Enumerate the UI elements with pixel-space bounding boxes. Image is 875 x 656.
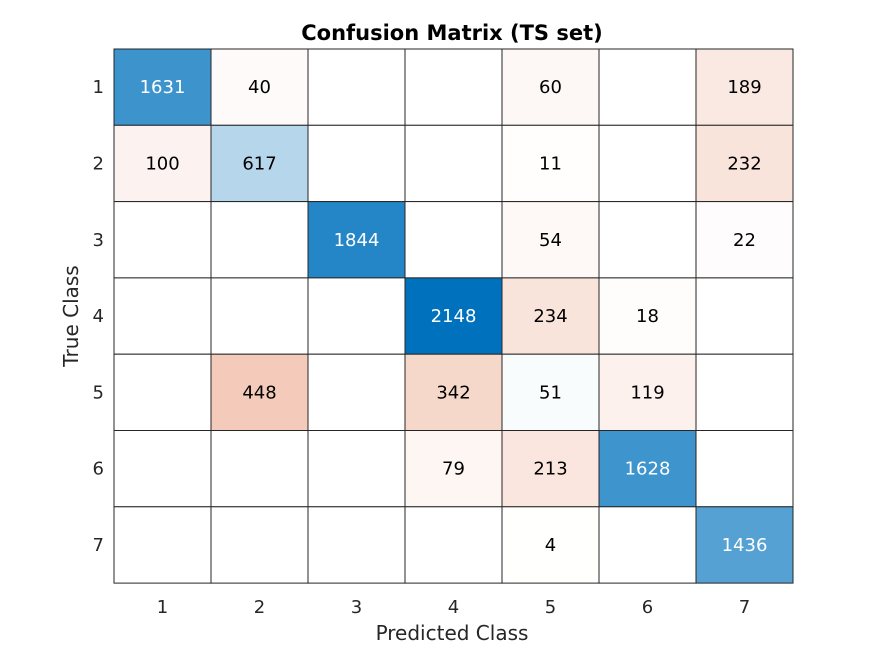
matrix-cell: [307, 48, 406, 126]
matrix-cell: [113, 353, 212, 432]
matrix-cell: [598, 506, 697, 584]
matrix-cell: [113, 277, 212, 355]
matrix-cell: [695, 277, 794, 355]
cell-value: 1844: [334, 230, 380, 251]
cell-value: 2148: [431, 306, 477, 327]
matrix-cell: [695, 353, 794, 432]
cell-value: 448: [242, 382, 276, 403]
cell-value: 1628: [625, 459, 671, 480]
cell-value: 40: [248, 77, 271, 98]
matrix-cell: [501, 277, 600, 355]
cell-value: 1631: [140, 77, 186, 98]
matrix-cell: [404, 430, 503, 508]
matrix-cell: [695, 430, 794, 508]
chart-title: Confusion Matrix (TS set): [301, 21, 603, 45]
cell-value: 11: [539, 153, 562, 174]
matrix-cell: [695, 506, 794, 584]
matrix-cell: [404, 277, 503, 355]
matrix-cell: [113, 48, 212, 126]
matrix-cell: [307, 124, 406, 203]
matrix-cell: [695, 201, 794, 279]
matrix-cell: [501, 201, 600, 279]
y-tick-label: 6: [93, 459, 104, 480]
matrix-cell: [501, 48, 600, 126]
matrix-cell: [210, 430, 309, 508]
cell-value: 51: [539, 382, 562, 403]
matrix-cell: [113, 124, 212, 203]
matrix-cell: [113, 506, 212, 584]
y-tick-labels: 1 2 3 4 5 6 7: [93, 77, 104, 556]
y-axis-label: True Class: [59, 265, 83, 367]
matrix-cell: [210, 506, 309, 584]
matrix-cell: [598, 277, 697, 355]
cell-value: 232: [727, 153, 761, 174]
matrix-cell: [210, 48, 309, 126]
y-tick-label: 2: [93, 153, 104, 174]
matrix-cell: [210, 201, 309, 279]
y-tick-label: 7: [93, 535, 104, 556]
matrix-cell: [113, 430, 212, 508]
x-tick-label: 3: [351, 597, 362, 618]
matrix-cell: [695, 124, 794, 203]
matrix-cell: [404, 506, 503, 584]
matrix-cell: [307, 430, 406, 508]
cell-value: 79: [442, 459, 465, 480]
cell-value: 617: [242, 153, 276, 174]
matrix-cell: [113, 201, 212, 279]
cell-value: 22: [733, 230, 756, 251]
matrix-cell: [501, 353, 600, 432]
x-tick-labels: 1 2 3 4 5 6 7: [157, 597, 750, 618]
y-tick-label: 5: [93, 382, 104, 403]
matrix-cell: [404, 201, 503, 279]
matrix-cell: [598, 48, 697, 126]
cell-value: 342: [436, 382, 470, 403]
matrix-cell: [598, 430, 697, 508]
matrix-cell: [307, 353, 406, 432]
matrix-cell: [210, 124, 309, 203]
x-tick-label: 2: [254, 597, 265, 618]
cell-value: 100: [145, 153, 179, 174]
matrix-cell: [501, 430, 600, 508]
cell-value: 189: [727, 77, 761, 98]
cell-value: 18: [636, 306, 659, 327]
cell-value: 60: [539, 77, 562, 98]
y-tick-label: 3: [93, 230, 104, 251]
cell-value: 1436: [722, 535, 768, 556]
cell-value: 54: [539, 230, 562, 251]
matrix-cell: [695, 48, 794, 126]
matrix-cell: [501, 506, 600, 584]
y-tick-label: 1: [93, 77, 104, 98]
matrix-cell: [598, 124, 697, 203]
x-tick-label: 5: [545, 597, 556, 618]
matrix-cell: [404, 353, 503, 432]
x-tick-label: 1: [157, 597, 168, 618]
cell-value: 119: [630, 382, 664, 403]
matrix-cell: [598, 353, 697, 432]
y-tick-label: 4: [93, 306, 104, 327]
matrix-cell: [210, 277, 309, 355]
cell-value: 4: [545, 535, 556, 556]
matrix-cell: [307, 277, 406, 355]
matrix-cell: [404, 124, 503, 203]
x-tick-label: 4: [448, 597, 459, 618]
cell-value: 234: [533, 306, 567, 327]
matrix-cells: 1631 40 60 189 100 617 11 232 1844 54 22 2148 234 18 4…: [113, 48, 794, 584]
x-tick-label: 6: [642, 597, 653, 618]
x-tick-label: 7: [739, 597, 750, 618]
x-axis-label: Predicted Class: [376, 621, 529, 645]
matrix-cell: [598, 201, 697, 279]
cell-value: 213: [533, 459, 567, 480]
matrix-cell: [307, 506, 406, 584]
matrix-cell: [404, 48, 503, 126]
